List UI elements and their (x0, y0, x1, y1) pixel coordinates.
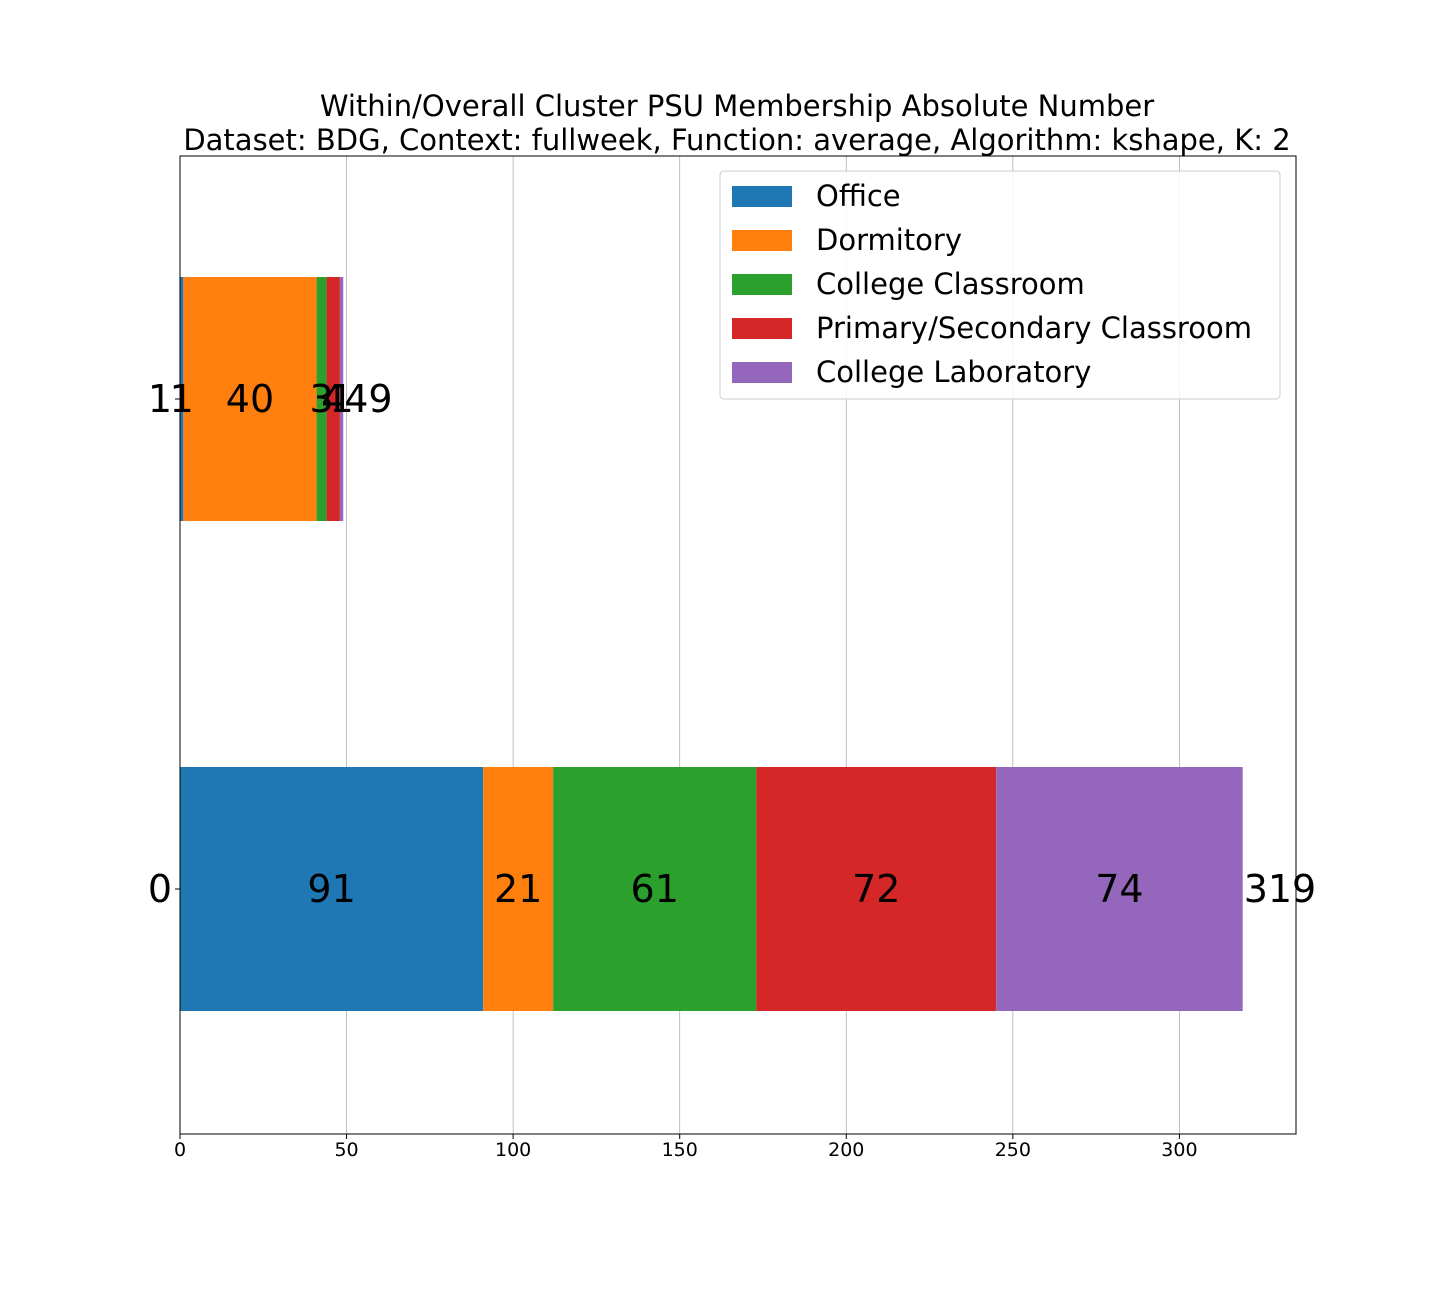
bar-segment (180, 277, 184, 521)
x-tick-label: 200 (828, 1139, 864, 1161)
bar-segment (756, 767, 997, 1011)
legend-label: Office (816, 179, 901, 213)
bars (180, 277, 1243, 1011)
chart-title: Within/Overall Cluster PSU Membership Ab… (320, 89, 1154, 123)
data-label: 40 (226, 377, 274, 421)
x-tick-label: 300 (1161, 1139, 1197, 1161)
plot-frame (179, 155, 1297, 1135)
bar-segment (326, 277, 340, 521)
legend-label: College Laboratory (816, 355, 1091, 389)
bar-segment (180, 767, 484, 1011)
data-label: 61 (631, 867, 679, 911)
data-label: 21 (494, 867, 542, 911)
legend-swatch (732, 230, 792, 251)
y-tick-label: 1 (148, 377, 172, 421)
x-tick-label: 100 (495, 1139, 531, 1161)
data-label: 91 (307, 867, 355, 911)
data-label: 1 (329, 377, 353, 421)
legend-label: Primary/Secondary Classroom (816, 311, 1252, 345)
legend-label: College Classroom (816, 267, 1085, 301)
total-label: 319 (1244, 867, 1317, 911)
bar-segment (183, 277, 317, 521)
legend-label: Dormitory (816, 223, 962, 257)
bar-segment (316, 277, 327, 521)
x-tick-label: 150 (662, 1139, 698, 1161)
bar-segment (339, 277, 344, 521)
legend-swatch (732, 274, 792, 295)
bar-segment (553, 767, 757, 1011)
legend-box (719, 170, 1281, 400)
total-label: 49 (344, 377, 392, 421)
y-tick-label: 0 (148, 867, 172, 911)
x-tick-label: 50 (334, 1139, 358, 1161)
legend-swatch (732, 362, 792, 383)
x-tick-label: 0 (174, 1139, 186, 1161)
data-label: 4 (321, 377, 345, 421)
bar-segment (996, 767, 1243, 1011)
legend: Office Dormitory College Classroom Primary/… (719, 170, 1281, 400)
legend-swatch (732, 186, 792, 207)
data-label: 74 (1095, 867, 1143, 911)
bar-segment (483, 767, 554, 1011)
x-tick-label: 250 (995, 1139, 1031, 1161)
data-label: 1 (170, 377, 194, 421)
chart-subtitle: Dataset: BDG, Context: fullweek, Functio… (183, 123, 1290, 157)
data-label: 3 (309, 377, 333, 421)
legend-swatch (732, 318, 792, 339)
axes: 0 50 100 150 200 250 300 0 1 (148, 377, 1198, 1161)
data-label: 72 (852, 867, 900, 911)
